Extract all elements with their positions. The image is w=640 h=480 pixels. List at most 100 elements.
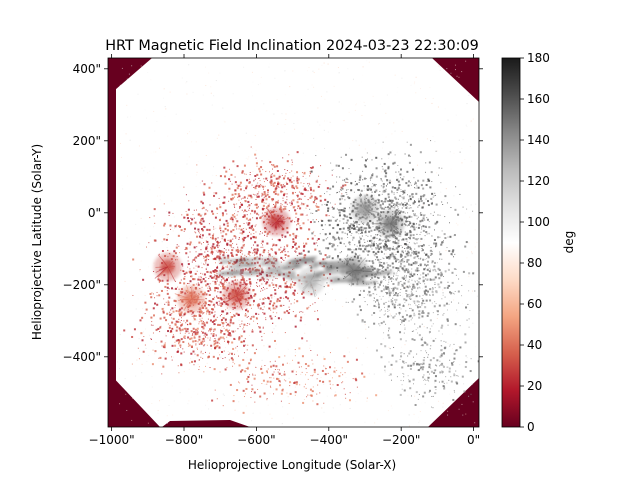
x-tick-label: −1000" — [89, 433, 135, 447]
plot-area — [107, 57, 480, 428]
spot-fibril — [191, 298, 199, 304]
colorbar: 0 20 40 60 80 100 120 140 160 180 deg — [501, 51, 576, 434]
spot-fibril — [354, 270, 372, 273]
spot-fibril — [345, 270, 355, 273]
y-tick-label: 200" — [73, 134, 101, 148]
spot-fibril — [350, 208, 366, 214]
y-tick-label: −400" — [63, 350, 101, 364]
spot-fibril — [302, 280, 311, 289]
colorbar-tick-label: 180 — [527, 51, 550, 65]
spot-fibril — [236, 283, 249, 296]
masked-corner-top-right — [432, 58, 479, 102]
spot-fibril — [167, 260, 174, 268]
spot-fibril — [155, 266, 168, 268]
colorbar-tick-label: 140 — [527, 133, 550, 147]
x-tick-label: −600" — [237, 433, 275, 447]
spot-fibril — [236, 295, 242, 305]
colorbar-tick-label: 40 — [527, 338, 542, 352]
colorbar-tick-label: 160 — [527, 92, 550, 106]
spot-fibril — [377, 223, 391, 233]
field-cluster — [132, 175, 335, 355]
spot-fibril — [353, 267, 361, 271]
spot-fibril — [364, 208, 375, 216]
masked-corner-bottom-left — [108, 372, 160, 427]
spot-fibril — [266, 214, 277, 223]
spot-fibril — [390, 218, 398, 224]
spot-fibril — [230, 288, 237, 296]
x-axis-label: Helioprojective Longitude (Solar-X) — [188, 458, 396, 472]
spot-fibril — [179, 296, 192, 300]
y-tick-label: −200" — [63, 278, 101, 292]
x-tick-label: 0" — [467, 433, 480, 447]
spot-fibril — [190, 289, 194, 300]
spot-fibril — [223, 295, 237, 304]
masked-corner-top-left — [108, 58, 152, 96]
x-axis: −1000" −800" −600" −400" −200" 0" — [89, 54, 480, 447]
spot-fibril — [154, 266, 168, 279]
field-cluster — [198, 340, 378, 414]
chart-title: HRT Magnetic Field Inclination 2024-03-2… — [105, 38, 479, 54]
colorbar-tick-label: 80 — [527, 256, 542, 270]
y-axis-label: Helioprojective Latitude (Solar-Y) — [30, 144, 44, 340]
spot-fibril — [232, 282, 237, 296]
colorbar-tick-label: 20 — [527, 379, 542, 393]
spot-fibril — [162, 259, 169, 268]
spot-fibril — [364, 208, 371, 218]
field-cluster — [350, 232, 476, 359]
spot-fibril — [183, 298, 192, 306]
spot-fibril — [310, 278, 317, 282]
spot-fibril — [191, 298, 205, 301]
spot-fibril — [390, 223, 399, 230]
y-axis: 400" 200" 0" −200" −400" — [63, 62, 483, 364]
masked-region-left — [108, 58, 116, 427]
spot-fibril — [276, 218, 288, 223]
colorbar-ticks: 0 20 40 60 80 100 120 140 160 180 — [520, 51, 550, 434]
spot-fibril — [389, 210, 399, 224]
colorbar-gradient — [501, 57, 521, 428]
x-tick-label: −200" — [382, 433, 420, 447]
spot-fibril — [344, 258, 355, 271]
colorbar-label: deg — [562, 231, 576, 254]
spot-fibril — [310, 280, 322, 286]
spot-fibril — [310, 281, 317, 296]
masked-edge-bottom — [162, 420, 250, 427]
spot-fibril — [390, 223, 398, 225]
spot-fibril — [353, 200, 366, 210]
plot-frame — [107, 57, 480, 428]
y-tick-label: 0" — [88, 206, 101, 220]
colorbar-tick-label: 0 — [527, 420, 535, 434]
spot-fibril — [267, 209, 277, 223]
spot-fibril — [353, 263, 361, 271]
spot-fibril — [236, 285, 242, 296]
colorbar-tick-label: 60 — [527, 297, 542, 311]
spot-fibril — [222, 295, 237, 301]
spot-fibril — [389, 223, 394, 234]
spot-fibril — [390, 223, 401, 235]
sunspot-features — [153, 194, 405, 314]
colorbar-tick-label: 100 — [527, 215, 550, 229]
y-tick-label: 400" — [73, 62, 101, 76]
spot-fibril — [191, 294, 201, 300]
spot-fibril — [236, 292, 246, 296]
spot-fibril — [353, 270, 359, 283]
spot-fibril — [190, 293, 198, 300]
spot-fibril — [351, 270, 355, 277]
spot-fibril — [236, 295, 249, 302]
spot-fibril — [344, 270, 355, 279]
spot-fibril — [381, 223, 391, 228]
spot-fibril — [361, 201, 366, 210]
spot-fibril — [276, 214, 283, 223]
spot-fibril — [158, 266, 168, 271]
x-tick-label: −800" — [165, 433, 203, 447]
spot-fibril — [185, 284, 192, 300]
spot-fibril — [271, 221, 277, 227]
masked-corner-bottom-right — [428, 378, 479, 427]
spot-fibril — [167, 266, 176, 282]
spot-fibril — [357, 206, 366, 210]
spot-fibril — [276, 221, 284, 228]
inclination-image — [108, 58, 479, 427]
field-cluster — [196, 146, 348, 235]
colorbar-tick-label: 120 — [527, 174, 550, 188]
spot-fibril — [184, 298, 192, 310]
